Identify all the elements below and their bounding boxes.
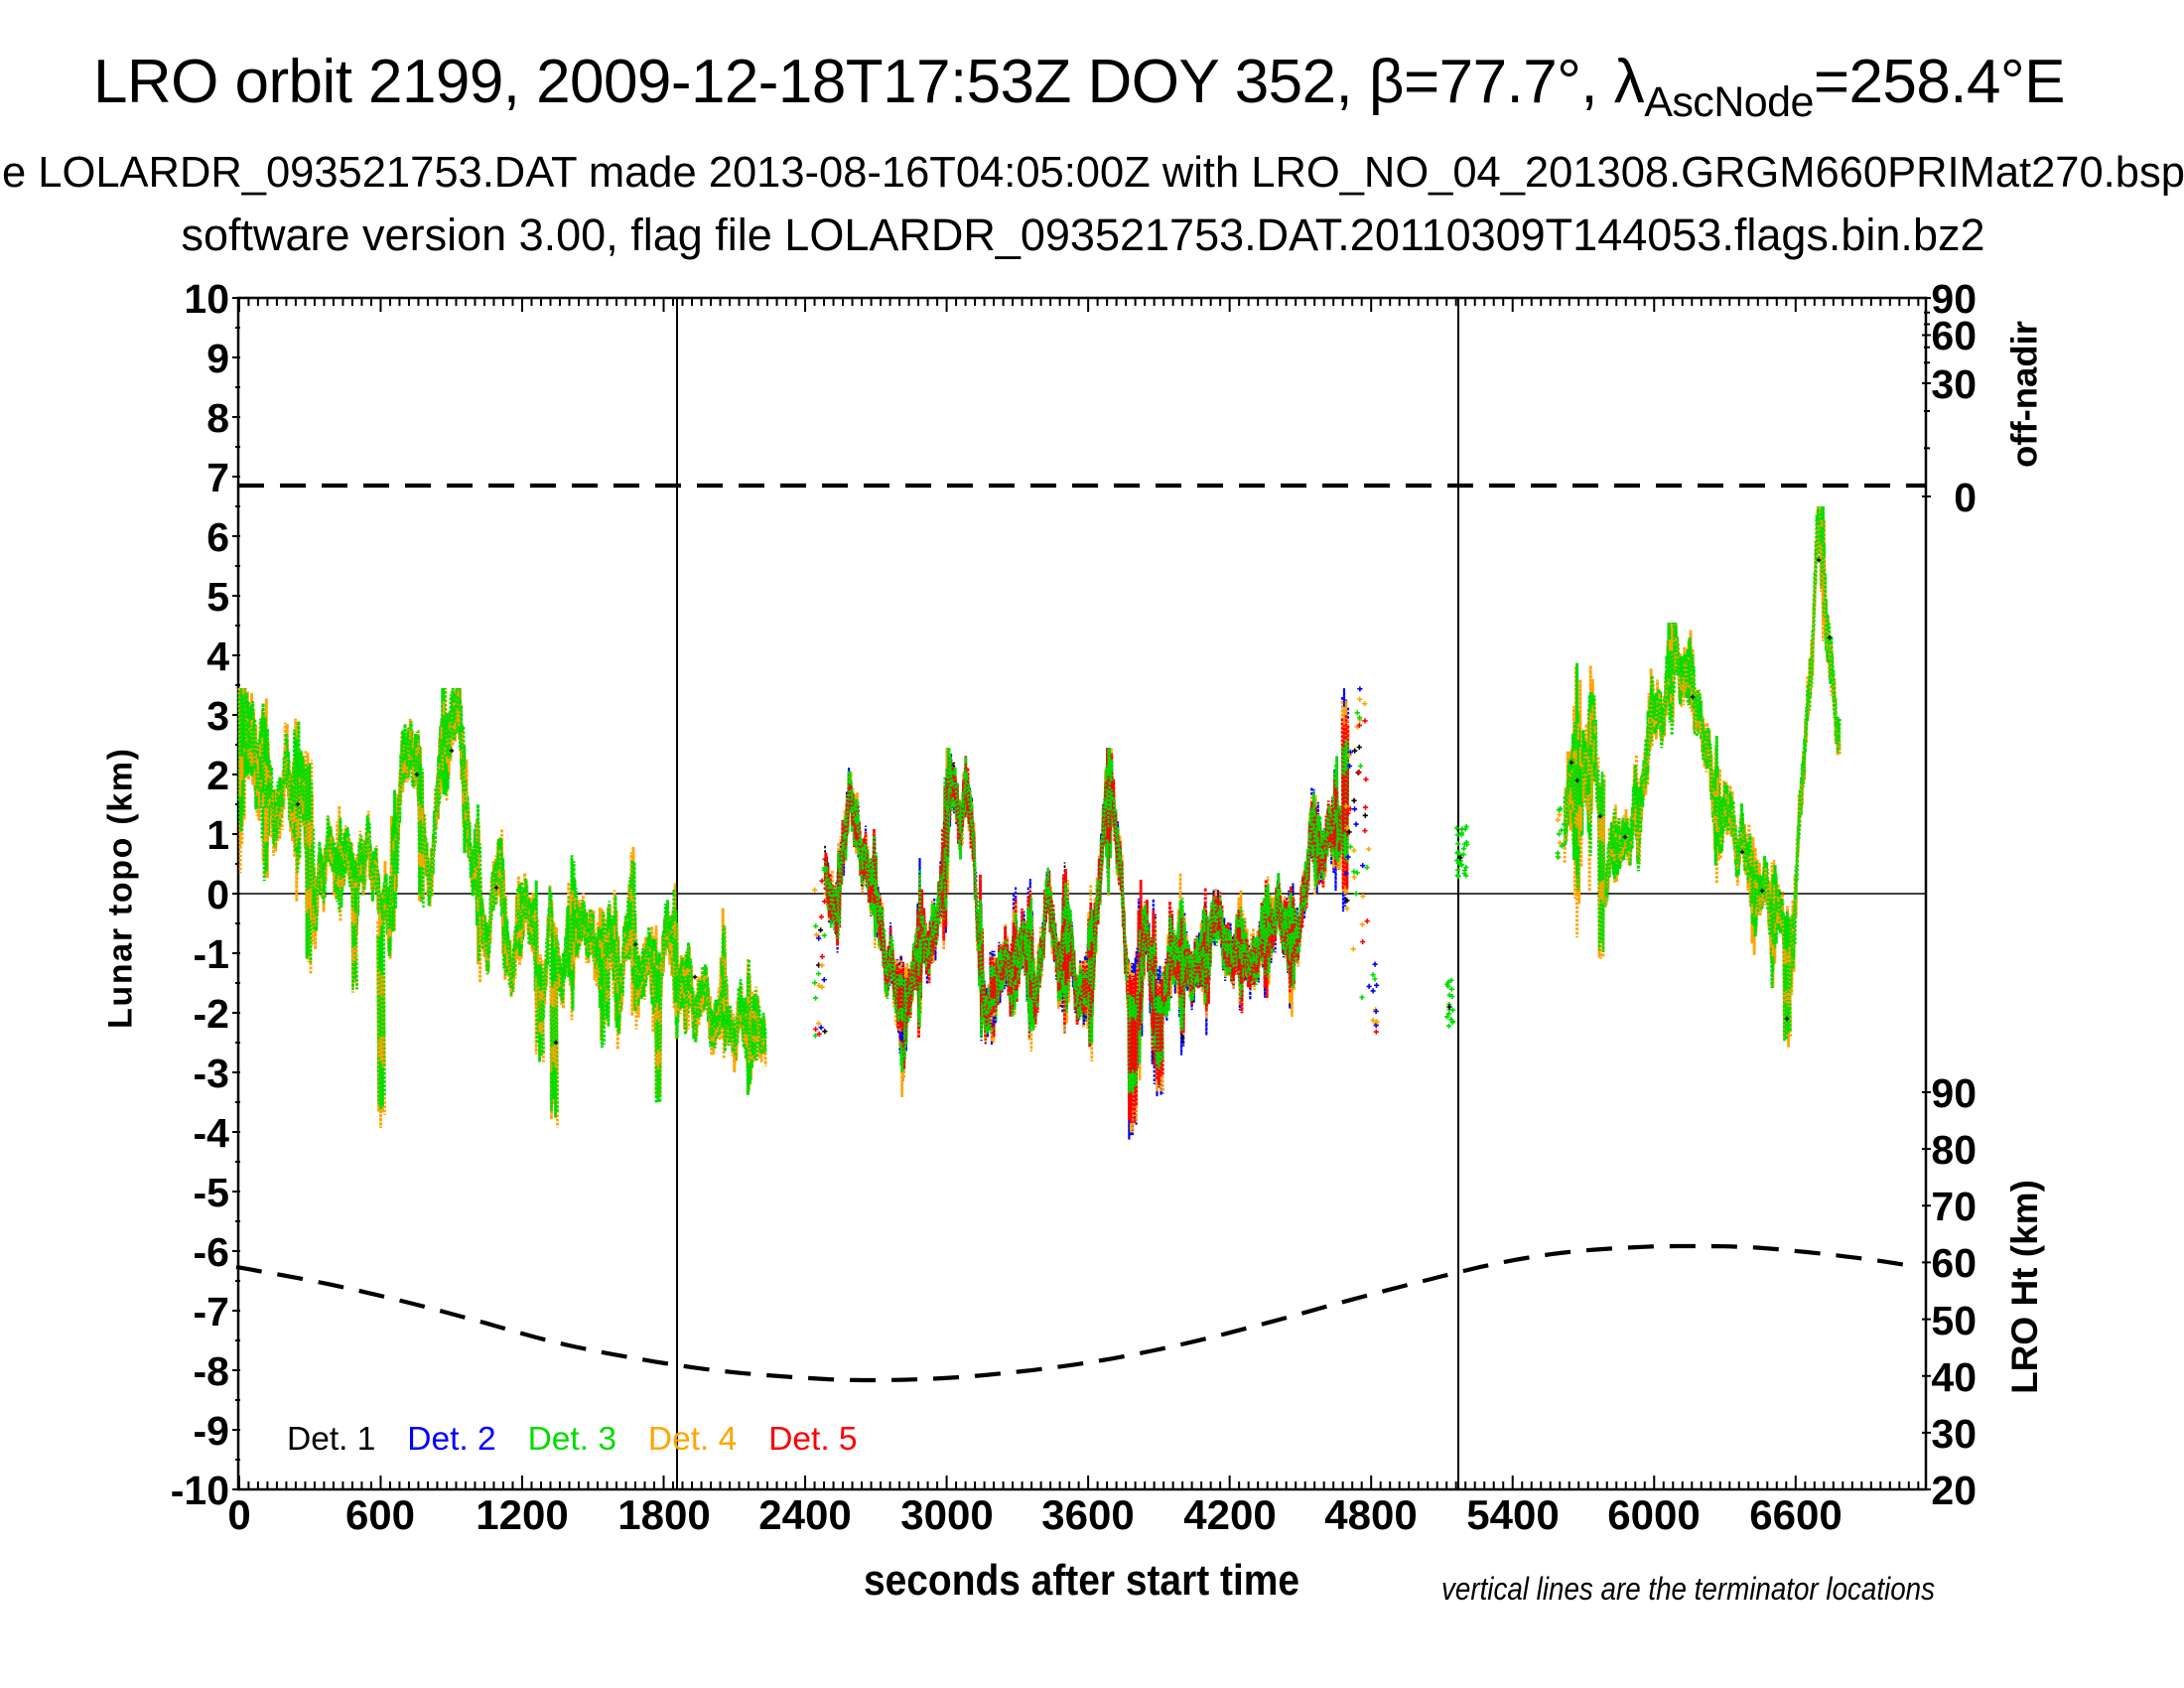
svg-text:Det. 5: Det. 5	[768, 1421, 857, 1458]
svg-text:8: 8	[206, 395, 229, 441]
svg-text:70: 70	[1931, 1184, 1977, 1229]
svg-text:4800: 4800	[1324, 1491, 1417, 1538]
svg-text:4200: 4200	[1183, 1491, 1276, 1538]
svg-text:Lunar topo (km): Lunar topo (km)	[102, 749, 140, 1029]
svg-text:Det. 4: Det. 4	[648, 1421, 737, 1458]
svg-text:0: 0	[206, 872, 229, 917]
svg-text:6600: 6600	[1749, 1491, 1842, 1538]
svg-text:Det. 1: Det. 1	[287, 1421, 375, 1458]
svg-text:600: 600	[345, 1491, 415, 1538]
svg-text:2400: 2400	[758, 1491, 851, 1538]
svg-text:-2: -2	[194, 991, 229, 1037]
svg-text:off-nadir: off-nadir	[2004, 321, 2045, 468]
svg-text:4: 4	[206, 633, 229, 679]
svg-text:-9: -9	[194, 1408, 229, 1454]
svg-text:90: 90	[1931, 276, 1977, 322]
svg-text:Det. 2: Det. 2	[407, 1421, 495, 1458]
svg-text:60: 60	[1931, 313, 1977, 358]
svg-text:6: 6	[206, 514, 229, 560]
svg-text:-10: -10	[171, 1468, 229, 1513]
svg-text:60: 60	[1931, 1240, 1977, 1286]
svg-text:LRO Ht (km): LRO Ht (km)	[2004, 1180, 2045, 1394]
svg-text:seconds after start time: seconds after start time	[864, 1556, 1299, 1605]
svg-text:3600: 3600	[1041, 1491, 1134, 1538]
svg-text:1800: 1800	[617, 1491, 710, 1538]
svg-text:1: 1	[206, 812, 229, 858]
svg-text:30: 30	[1931, 361, 1977, 407]
svg-text:file LOLARDR_093521753.DAT mad: file LOLARDR_093521753.DAT made 2013-08-…	[0, 149, 2184, 197]
svg-text:3000: 3000	[900, 1491, 993, 1538]
svg-text:-3: -3	[194, 1051, 229, 1096]
svg-text:30: 30	[1931, 1411, 1977, 1457]
svg-text:-1: -1	[194, 931, 229, 977]
svg-text:7: 7	[206, 455, 229, 500]
svg-text:6000: 6000	[1607, 1491, 1700, 1538]
svg-text:80: 80	[1931, 1127, 1977, 1173]
svg-text:9: 9	[206, 336, 229, 381]
svg-text:50: 50	[1931, 1298, 1977, 1343]
svg-text:3: 3	[206, 693, 229, 739]
svg-text:vertical lines are the termina: vertical lines are the terminator locati…	[1441, 1571, 1935, 1607]
svg-text:10: 10	[184, 276, 229, 322]
svg-text:5: 5	[206, 574, 229, 620]
svg-text:-5: -5	[194, 1170, 229, 1215]
svg-text:40: 40	[1931, 1354, 1977, 1400]
svg-text:-8: -8	[194, 1348, 229, 1394]
svg-text:Det. 3: Det. 3	[528, 1421, 616, 1458]
svg-text:0: 0	[227, 1491, 250, 1538]
svg-text:software version 3.00, flag fi: software version 3.00, flag file LOLARDR…	[181, 210, 1984, 260]
svg-text:1200: 1200	[476, 1491, 568, 1538]
svg-text:-6: -6	[194, 1229, 229, 1275]
svg-text:-7: -7	[194, 1289, 229, 1335]
svg-text:20: 20	[1931, 1468, 1977, 1513]
svg-text:-4: -4	[194, 1110, 230, 1156]
svg-text:90: 90	[1931, 1070, 1977, 1116]
svg-text:5400: 5400	[1466, 1491, 1559, 1538]
svg-text:2: 2	[206, 753, 229, 798]
svg-text:0: 0	[1954, 475, 1977, 520]
